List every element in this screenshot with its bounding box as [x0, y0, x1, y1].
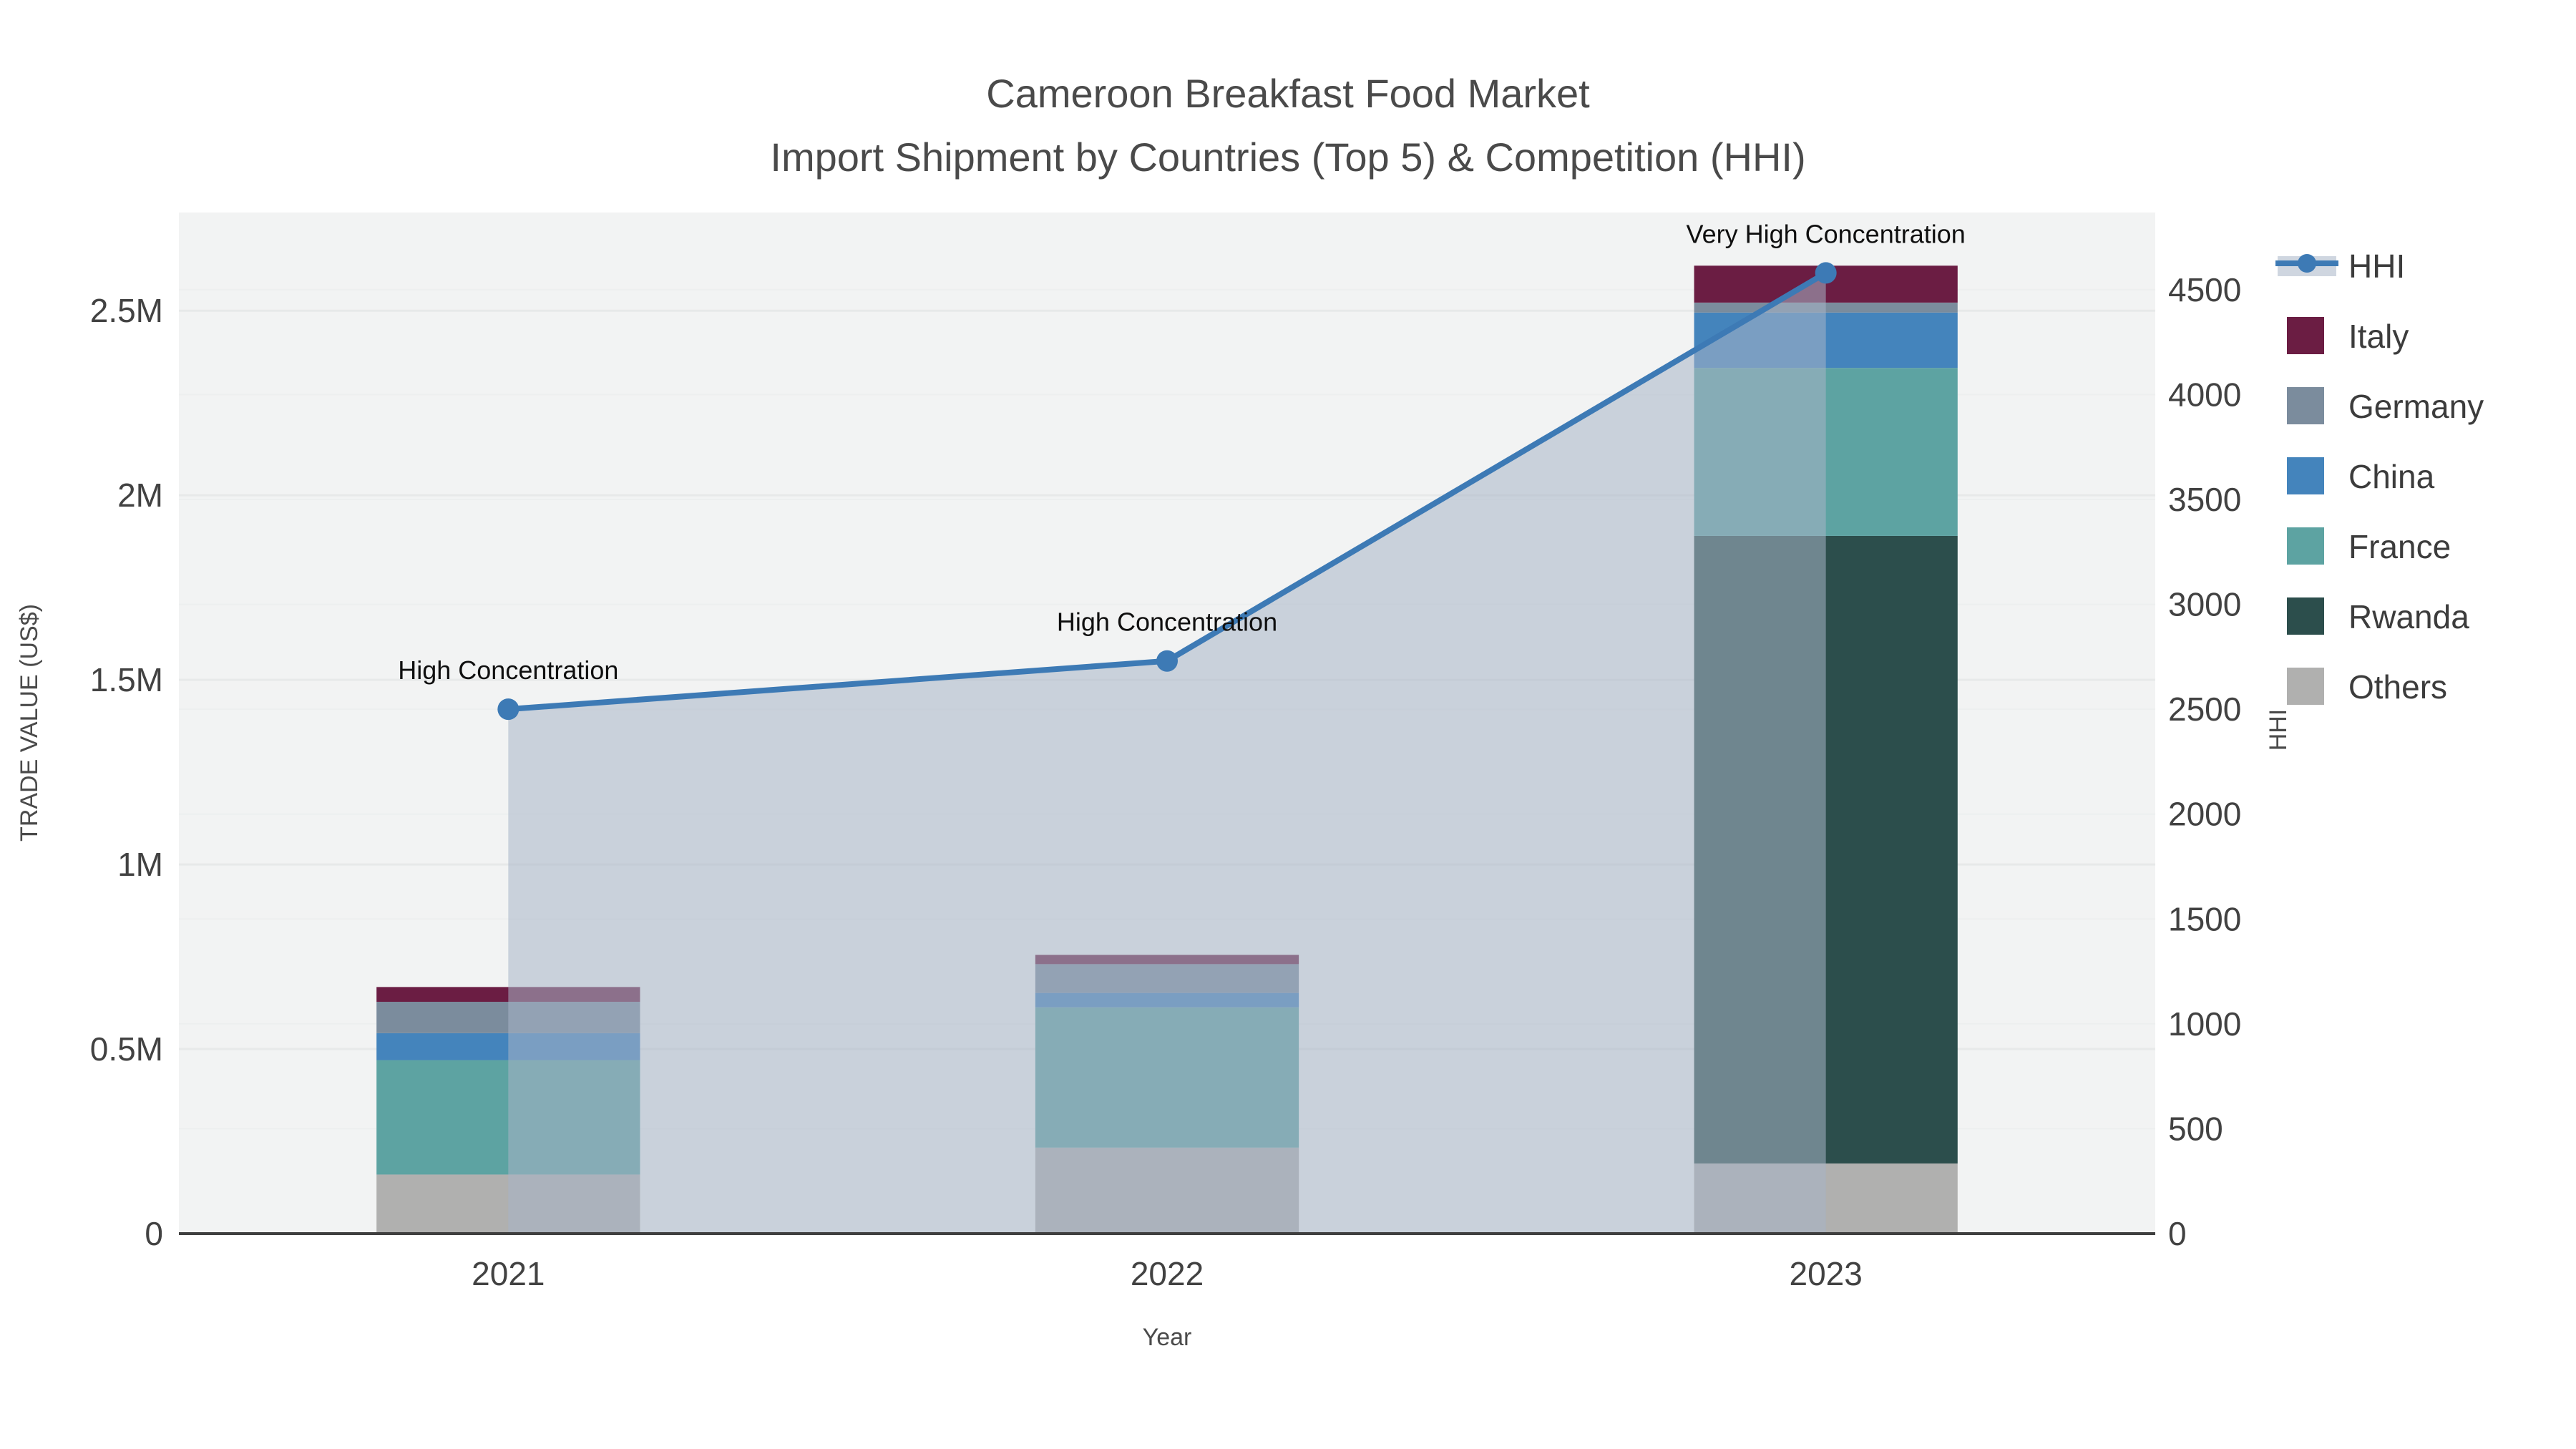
y2-tick-1500: 1500: [2168, 900, 2241, 937]
legend-swatch-china: [2287, 457, 2324, 494]
legend-item-germany[interactable]: Germany: [2287, 387, 2484, 425]
legend-label-italy: Italy: [2348, 318, 2409, 355]
legend-label-france: France: [2348, 528, 2451, 565]
y-tick-2.5M: 2.5M: [90, 292, 163, 329]
y2-tick-3000: 3000: [2168, 586, 2241, 623]
y-axis-title: TRADE VALUE (US$): [16, 604, 43, 841]
x-tick-2023: 2023: [1789, 1255, 1862, 1292]
annotation-2023: Very High Concentration: [1687, 219, 1966, 248]
hhi-area-fill: [508, 273, 1826, 1234]
y2-tick-2500: 2500: [2168, 691, 2241, 728]
y2-tick-2000: 2000: [2168, 796, 2241, 833]
x-axis-tick-labels: 2021 2022 2023: [472, 1255, 1863, 1292]
x-axis-title: Year: [1143, 1324, 1192, 1351]
legend-item-others[interactable]: Others: [2287, 668, 2447, 706]
y-tick-2M: 2M: [117, 477, 163, 514]
y-tick-1.5M: 1.5M: [90, 661, 163, 698]
y2-tick-500: 500: [2168, 1110, 2223, 1147]
legend-swatch-rwanda: [2287, 597, 2324, 635]
y2-tick-4000: 4000: [2168, 376, 2241, 413]
hhi-area-fill-layer: [508, 273, 1826, 1234]
legend-label-rwanda: Rwanda: [2348, 598, 2469, 635]
legend-swatch-france: [2287, 527, 2324, 565]
annotation-2022: High Concentration: [1057, 608, 1277, 637]
legend-hhi-marker: [2298, 254, 2316, 273]
y2-tick-4500: 4500: [2168, 271, 2241, 308]
x-tick-2022: 2022: [1131, 1255, 1204, 1292]
y2-axis-title: HHI: [2265, 709, 2292, 751]
legend-swatch-italy: [2287, 317, 2324, 354]
legend-item-france[interactable]: France: [2287, 527, 2451, 565]
legend-swatch-others: [2287, 668, 2324, 705]
y2-axis-tick-labels: 0 500 1000 1500 2000 2500 3000 3500 4000 4500: [2168, 271, 2241, 1252]
y-tick-0: 0: [145, 1215, 163, 1252]
annotation-2021: High Concentration: [398, 655, 618, 685]
hhi-point-2023[interactable]: [1815, 262, 1837, 284]
y-tick-0.5M: 0.5M: [90, 1030, 163, 1068]
legend-item-hhi[interactable]: HHI: [2275, 248, 2405, 285]
legend-label-germany: Germany: [2348, 388, 2484, 425]
legend-label-others: Others: [2348, 668, 2447, 706]
y2-tick-3500: 3500: [2168, 481, 2241, 518]
legend-label-china: China: [2348, 458, 2435, 495]
chart-title-line1: Cameroon Breakfast Food Market: [986, 71, 1590, 116]
legend-item-italy[interactable]: Italy: [2287, 317, 2409, 355]
y-tick-1M: 1M: [117, 846, 163, 883]
hhi-point-2021[interactable]: [497, 698, 519, 721]
y2-tick-0: 0: [2168, 1215, 2187, 1252]
legend-label-hhi: HHI: [2348, 248, 2405, 285]
legend-swatch-germany: [2287, 387, 2324, 424]
annotations: High Concentration High Concentration Very…: [398, 219, 1966, 685]
chart-title-line2: Import Shipment by Countries (Top 5) & C…: [770, 135, 1805, 180]
x-tick-2021: 2021: [472, 1255, 545, 1292]
legend: HHI Italy Germany China France Rwanda Others: [2275, 248, 2484, 706]
y-axis-tick-labels: 0 0.5M 1M 1.5M 2M 2.5M: [90, 292, 163, 1252]
legend-item-rwanda[interactable]: Rwanda: [2287, 597, 2469, 635]
hhi-line-layer: [497, 262, 1837, 721]
hhi-point-2022[interactable]: [1156, 650, 1178, 672]
legend-item-china[interactable]: China: [2287, 457, 2435, 495]
y2-tick-1000: 1000: [2168, 1005, 2241, 1043]
